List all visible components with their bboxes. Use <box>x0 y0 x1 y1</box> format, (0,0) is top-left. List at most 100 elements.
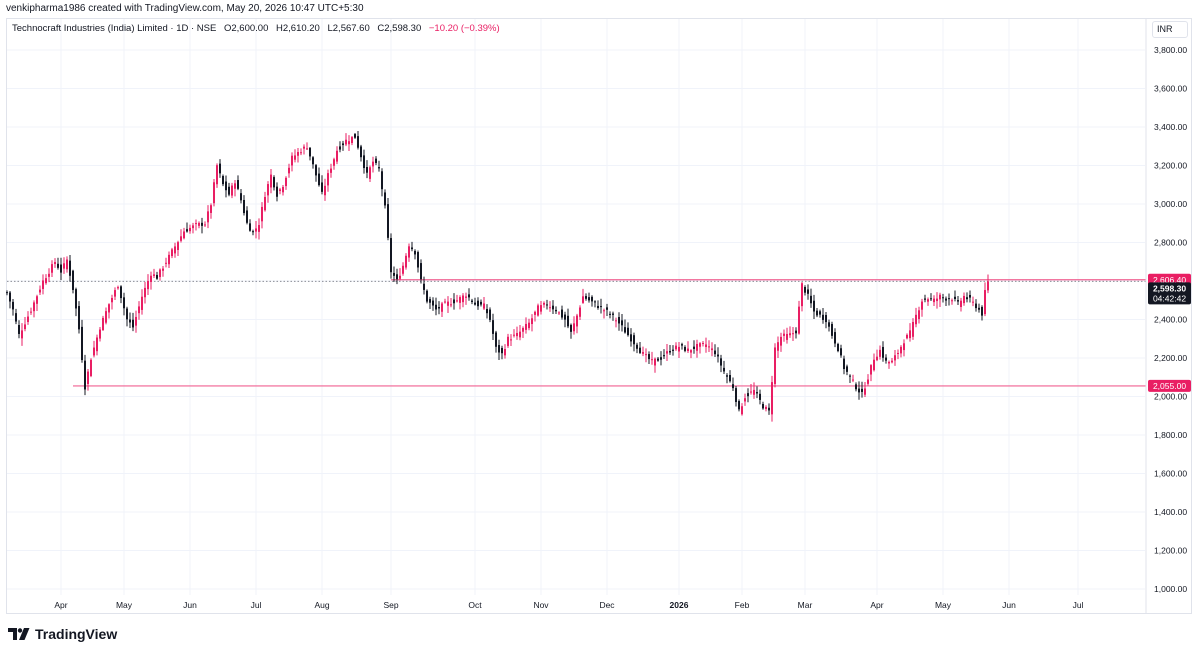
candle <box>783 329 785 342</box>
time-tick-label: Apr <box>54 600 67 610</box>
candle <box>828 319 830 332</box>
candle <box>801 282 803 312</box>
candle <box>738 399 740 412</box>
candle <box>324 178 326 201</box>
candle <box>204 221 206 228</box>
time-tick-label: Jun <box>183 600 197 610</box>
candle <box>270 169 272 194</box>
candle <box>972 296 974 307</box>
candle <box>339 141 341 153</box>
candle <box>564 311 566 328</box>
candle <box>771 375 773 422</box>
candle <box>981 305 983 321</box>
candle <box>300 148 302 156</box>
candle <box>567 308 569 329</box>
candle <box>156 271 158 280</box>
candle <box>579 305 581 321</box>
candle <box>315 164 317 182</box>
candle <box>147 274 149 295</box>
candle <box>243 195 245 216</box>
candle <box>636 342 638 354</box>
candle <box>489 307 491 323</box>
candle <box>348 135 350 152</box>
candle <box>810 288 812 308</box>
candle <box>426 289 428 304</box>
candle <box>912 318 914 340</box>
candle <box>930 293 932 302</box>
candle <box>861 381 863 398</box>
candle <box>453 293 455 310</box>
candle <box>309 146 311 161</box>
candle <box>174 242 176 258</box>
candle <box>111 294 113 310</box>
candle <box>651 351 653 365</box>
candle <box>681 342 683 350</box>
candle <box>180 229 182 243</box>
candle <box>795 327 797 339</box>
candle <box>672 345 674 356</box>
candle <box>885 354 887 364</box>
candle <box>603 308 605 319</box>
candle <box>624 319 626 334</box>
candle <box>696 339 698 358</box>
candle <box>951 298 953 305</box>
candle <box>267 181 269 203</box>
candle <box>843 355 845 375</box>
candle <box>918 306 920 324</box>
candle <box>393 266 395 282</box>
candle <box>477 297 479 310</box>
tradingview-logo-icon <box>8 628 30 640</box>
candle <box>891 357 893 364</box>
candle <box>465 292 467 305</box>
candles <box>6 131 989 422</box>
candle <box>222 174 224 187</box>
candle <box>45 274 47 285</box>
candle <box>633 332 635 352</box>
candle <box>516 326 518 340</box>
candle <box>327 169 329 192</box>
candle <box>84 354 86 396</box>
attribution-text: venkipharma1986 created with TradingView… <box>6 3 364 14</box>
candle <box>384 189 386 209</box>
candle <box>216 163 218 188</box>
chart-pane[interactable] <box>6 18 1192 614</box>
candle <box>519 325 521 341</box>
candle <box>507 333 509 348</box>
candle <box>723 360 725 375</box>
candle <box>582 288 584 304</box>
candle <box>435 297 437 316</box>
tradingview-logo[interactable]: TradingView <box>8 626 117 642</box>
candle <box>561 305 563 320</box>
candle <box>399 268 401 281</box>
candle <box>807 284 809 300</box>
candle <box>648 351 650 365</box>
candle <box>867 374 869 386</box>
candle <box>786 327 788 344</box>
candle <box>657 356 659 362</box>
candle <box>759 389 761 405</box>
candle <box>498 339 500 360</box>
candle <box>510 334 512 347</box>
candle <box>165 257 167 268</box>
candle <box>660 351 662 366</box>
candle <box>525 317 527 334</box>
candle <box>312 156 314 169</box>
candle <box>483 296 485 311</box>
candle <box>423 276 425 295</box>
candle <box>162 266 164 277</box>
candle <box>726 373 728 384</box>
candle <box>687 341 689 353</box>
candle <box>849 374 851 383</box>
candle <box>597 300 599 310</box>
time-tick-label: Jul <box>1073 600 1084 610</box>
candle <box>594 300 596 308</box>
candle <box>954 290 956 302</box>
currency-button[interactable]: INR <box>1152 21 1188 38</box>
candle <box>939 292 941 307</box>
candle <box>612 311 614 321</box>
candle <box>252 229 254 236</box>
candle <box>531 314 533 332</box>
time-axis: Apr May Jun Jul Aug Sep Oct Nov Dec 2026 Feb Mar Apr… <box>54 600 1083 610</box>
candle <box>492 313 494 340</box>
